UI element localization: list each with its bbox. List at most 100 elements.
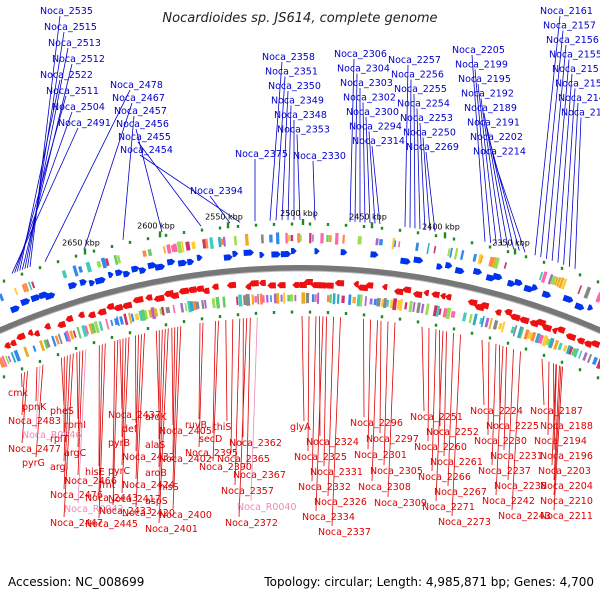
gene-label-noca-2511[interactable]: Noca_2511	[46, 86, 99, 97]
gene-label-noca-2491[interactable]: Noca_2491	[58, 118, 111, 129]
gene-label-noca-2324[interactable]: Noca_2324	[306, 437, 359, 448]
gene-label-arob[interactable]: aroB	[145, 468, 167, 479]
gene-label-noca-r0042[interactable]: Noca_R0042	[64, 504, 124, 515]
gene-label-noca-2362[interactable]: Noca_2362	[229, 438, 282, 449]
gene-label-noca-2372[interactable]: Noca_2372	[225, 518, 278, 529]
gene-label-noca-2192[interactable]: Noca_2192	[461, 89, 514, 100]
gene-label-noca-2395[interactable]: Noca_2395	[185, 448, 238, 459]
gene-label-noca-2199[interactable]: Noca_2199	[455, 60, 508, 71]
gene-label-noca-2457[interactable]: Noca_2457	[114, 106, 167, 117]
gene-label-noca-2513[interactable]: Noca_2513	[48, 38, 101, 49]
gene-label-noca-2420[interactable]: Noca_2420	[122, 508, 175, 519]
gene-label-noca-2515[interactable]: Noca_2515	[44, 22, 97, 33]
gene-label-noca-2210[interactable]: Noca_2210	[540, 496, 593, 507]
gene-label-noca-2152[interactable]: Noca_2152	[561, 108, 600, 119]
gene-label-noca-2330[interactable]: Noca_2330	[293, 151, 346, 162]
gene-label-noca-2334[interactable]: Noca_2334	[302, 512, 355, 523]
gene-label-noca-2309[interactable]: Noca_2309	[374, 498, 427, 509]
gene-label-noca-2325[interactable]: Noca_2325	[294, 452, 347, 463]
gene-label-noca-2433[interactable]: Noca_2433	[99, 506, 152, 517]
gene-label-noca-2402[interactable]: Noca_2402	[159, 454, 212, 465]
gene-label-noca-2305[interactable]: Noca_2305	[370, 466, 423, 477]
gene-label-noca-2242[interactable]: Noca_2242	[482, 496, 535, 507]
gene-label-argc[interactable]: argC	[64, 448, 87, 459]
gene-label-noca-2161[interactable]: Noca_2161	[540, 6, 593, 17]
gene-label-noca-2271[interactable]: Noca_2271	[422, 502, 475, 513]
gene-label-noca-2358[interactable]: Noca_2358	[262, 52, 315, 63]
gene-label-noca-2326[interactable]: Noca_2326	[314, 497, 367, 508]
gene-label-this[interactable]: thiS	[213, 422, 231, 433]
gene-label-pyrc[interactable]: pyrC	[108, 466, 131, 477]
gene-label-noca-2237[interactable]: Noca_2237	[478, 466, 531, 477]
gene-label-noca-2189[interactable]: Noca_2189	[464, 103, 517, 114]
gene-label-argi[interactable]: argI	[50, 462, 68, 473]
gene-label-noca-2483[interactable]: Noca_2483	[8, 416, 61, 427]
gene-label-noca-2405[interactable]: Noca_2405	[159, 426, 212, 437]
gene-label-noca-2424[interactable]: Noca_2424	[122, 480, 175, 491]
gene-label-noca-r0040[interactable]: Noca_R0040	[237, 502, 297, 513]
gene-label-noca-2302[interactable]: Noca_2302	[343, 93, 396, 104]
gene-label-noca-2504[interactable]: Noca_2504	[52, 102, 105, 113]
gene-label-noca-2296[interactable]: Noca_2296	[350, 418, 403, 429]
gene-label-noca-2512[interactable]: Noca_2512	[52, 54, 105, 65]
gene-label-noca-2331[interactable]: Noca_2331	[310, 467, 363, 478]
gene-label-noca-2300[interactable]: Noca_2300	[346, 107, 399, 118]
gene-label-noca-2401[interactable]: Noca_2401	[145, 524, 198, 535]
gene-label-noca-2191[interactable]: Noca_2191	[467, 118, 520, 129]
gene-label-noca-2256[interactable]: Noca_2256	[391, 70, 444, 81]
gene-label-noca-2535[interactable]: Noca_2535	[40, 6, 93, 17]
gene-label-noca-2257[interactable]: Noca_2257	[388, 55, 441, 66]
gene-label-noca-2394[interactable]: Noca_2394	[190, 186, 243, 197]
gene-label-alas[interactable]: alaS	[145, 440, 165, 451]
gene-label-noca-2230[interactable]: Noca_2230	[474, 436, 527, 447]
gene-label-noca-2303[interactable]: Noca_2303	[340, 78, 393, 89]
gene-label-noca-2348[interactable]: Noca_2348	[274, 110, 327, 121]
gene-label-noca-2253[interactable]: Noca_2253	[400, 113, 453, 124]
gene-label-noca-2367[interactable]: Noca_2367	[233, 470, 286, 481]
gene-label-hise[interactable]: hisE	[85, 467, 105, 478]
gene-label-noca-2443[interactable]: Noca_2443	[85, 493, 138, 504]
gene-label-phes[interactable]: pheS	[50, 406, 74, 417]
gene-label-noca-2151[interactable]: Noca_2151	[552, 64, 600, 75]
gene-label-noca-2273[interactable]: Noca_2273	[438, 517, 491, 528]
gene-label-noca-2156[interactable]: Noca_2156	[546, 35, 599, 46]
gene-label-cmk[interactable]: cmk	[8, 388, 28, 399]
gene-label-noca-2349[interactable]: Noca_2349	[271, 96, 324, 107]
gene-label-noca-2308[interactable]: Noca_2308	[358, 482, 411, 493]
gene-label-noca-2155[interactable]: Noca_2155	[549, 50, 600, 61]
gene-label-noca-2297[interactable]: Noca_2297	[366, 434, 419, 445]
gene-label-def[interactable]: def	[122, 424, 138, 435]
gene-label-noca-2522[interactable]: Noca_2522	[40, 70, 93, 81]
gene-label-noca-2400[interactable]: Noca_2400	[159, 510, 212, 521]
gene-label-rplt[interactable]: rplT	[50, 434, 69, 445]
gene-label-noca-2203[interactable]: Noca_2203	[538, 466, 591, 477]
gene-label-noca-2195[interactable]: Noca_2195	[458, 74, 511, 85]
gene-label-noca-2456[interactable]: Noca_2456	[116, 119, 169, 130]
gene-label-noca-2269[interactable]: Noca_2269	[406, 142, 459, 153]
gene-label-pyrb[interactable]: pyrB	[108, 438, 130, 449]
gene-label-noca-2454[interactable]: Noca_2454	[120, 145, 173, 156]
gene-label-noca-2467[interactable]: Noca_2467	[112, 93, 165, 104]
gene-label-noca-2301[interactable]: Noca_2301	[354, 450, 407, 461]
gene-label-noca-2157[interactable]: Noca_2157	[543, 21, 596, 32]
gene-label-noca-2445[interactable]: Noca_2445	[85, 519, 138, 530]
gene-label-noca-2365[interactable]: Noca_2365	[217, 454, 270, 465]
gene-label-noca-2261[interactable]: Noca_2261	[430, 457, 483, 468]
gene-label-glya[interactable]: glyA	[290, 422, 311, 433]
gene-label-noca-2351[interactable]: Noca_2351	[265, 67, 318, 78]
gene-label-noca-2196[interactable]: Noca_2196	[540, 451, 593, 462]
gene-label-noca-2260[interactable]: Noca_2260	[414, 442, 467, 453]
gene-label-noca-2254[interactable]: Noca_2254	[397, 99, 450, 110]
gene-label-noca-2466[interactable]: Noca_2466	[64, 476, 117, 487]
gene-label-ppnk[interactable]: ppnK	[22, 402, 47, 413]
gene-label-noca-2353[interactable]: Noca_2353	[277, 125, 330, 136]
gene-label-noca-2417[interactable]: Noca_2417	[108, 494, 161, 505]
gene-label-noca-2455[interactable]: Noca_2455	[118, 132, 171, 143]
gene-label-noca-2149[interactable]: Noca_2149	[558, 93, 600, 104]
gene-label-noca-2251[interactable]: Noca_2251	[410, 412, 463, 423]
gene-label-noca-2304[interactable]: Noca_2304	[337, 64, 390, 75]
gene-label-ruvb[interactable]: ruvB	[185, 420, 207, 431]
gene-label-noca-2447[interactable]: Noca_2447	[50, 518, 103, 529]
gene-label-noca-2225[interactable]: Noca_2225	[486, 421, 539, 432]
gene-label-noca-2243[interactable]: Noca_2243	[498, 511, 551, 522]
